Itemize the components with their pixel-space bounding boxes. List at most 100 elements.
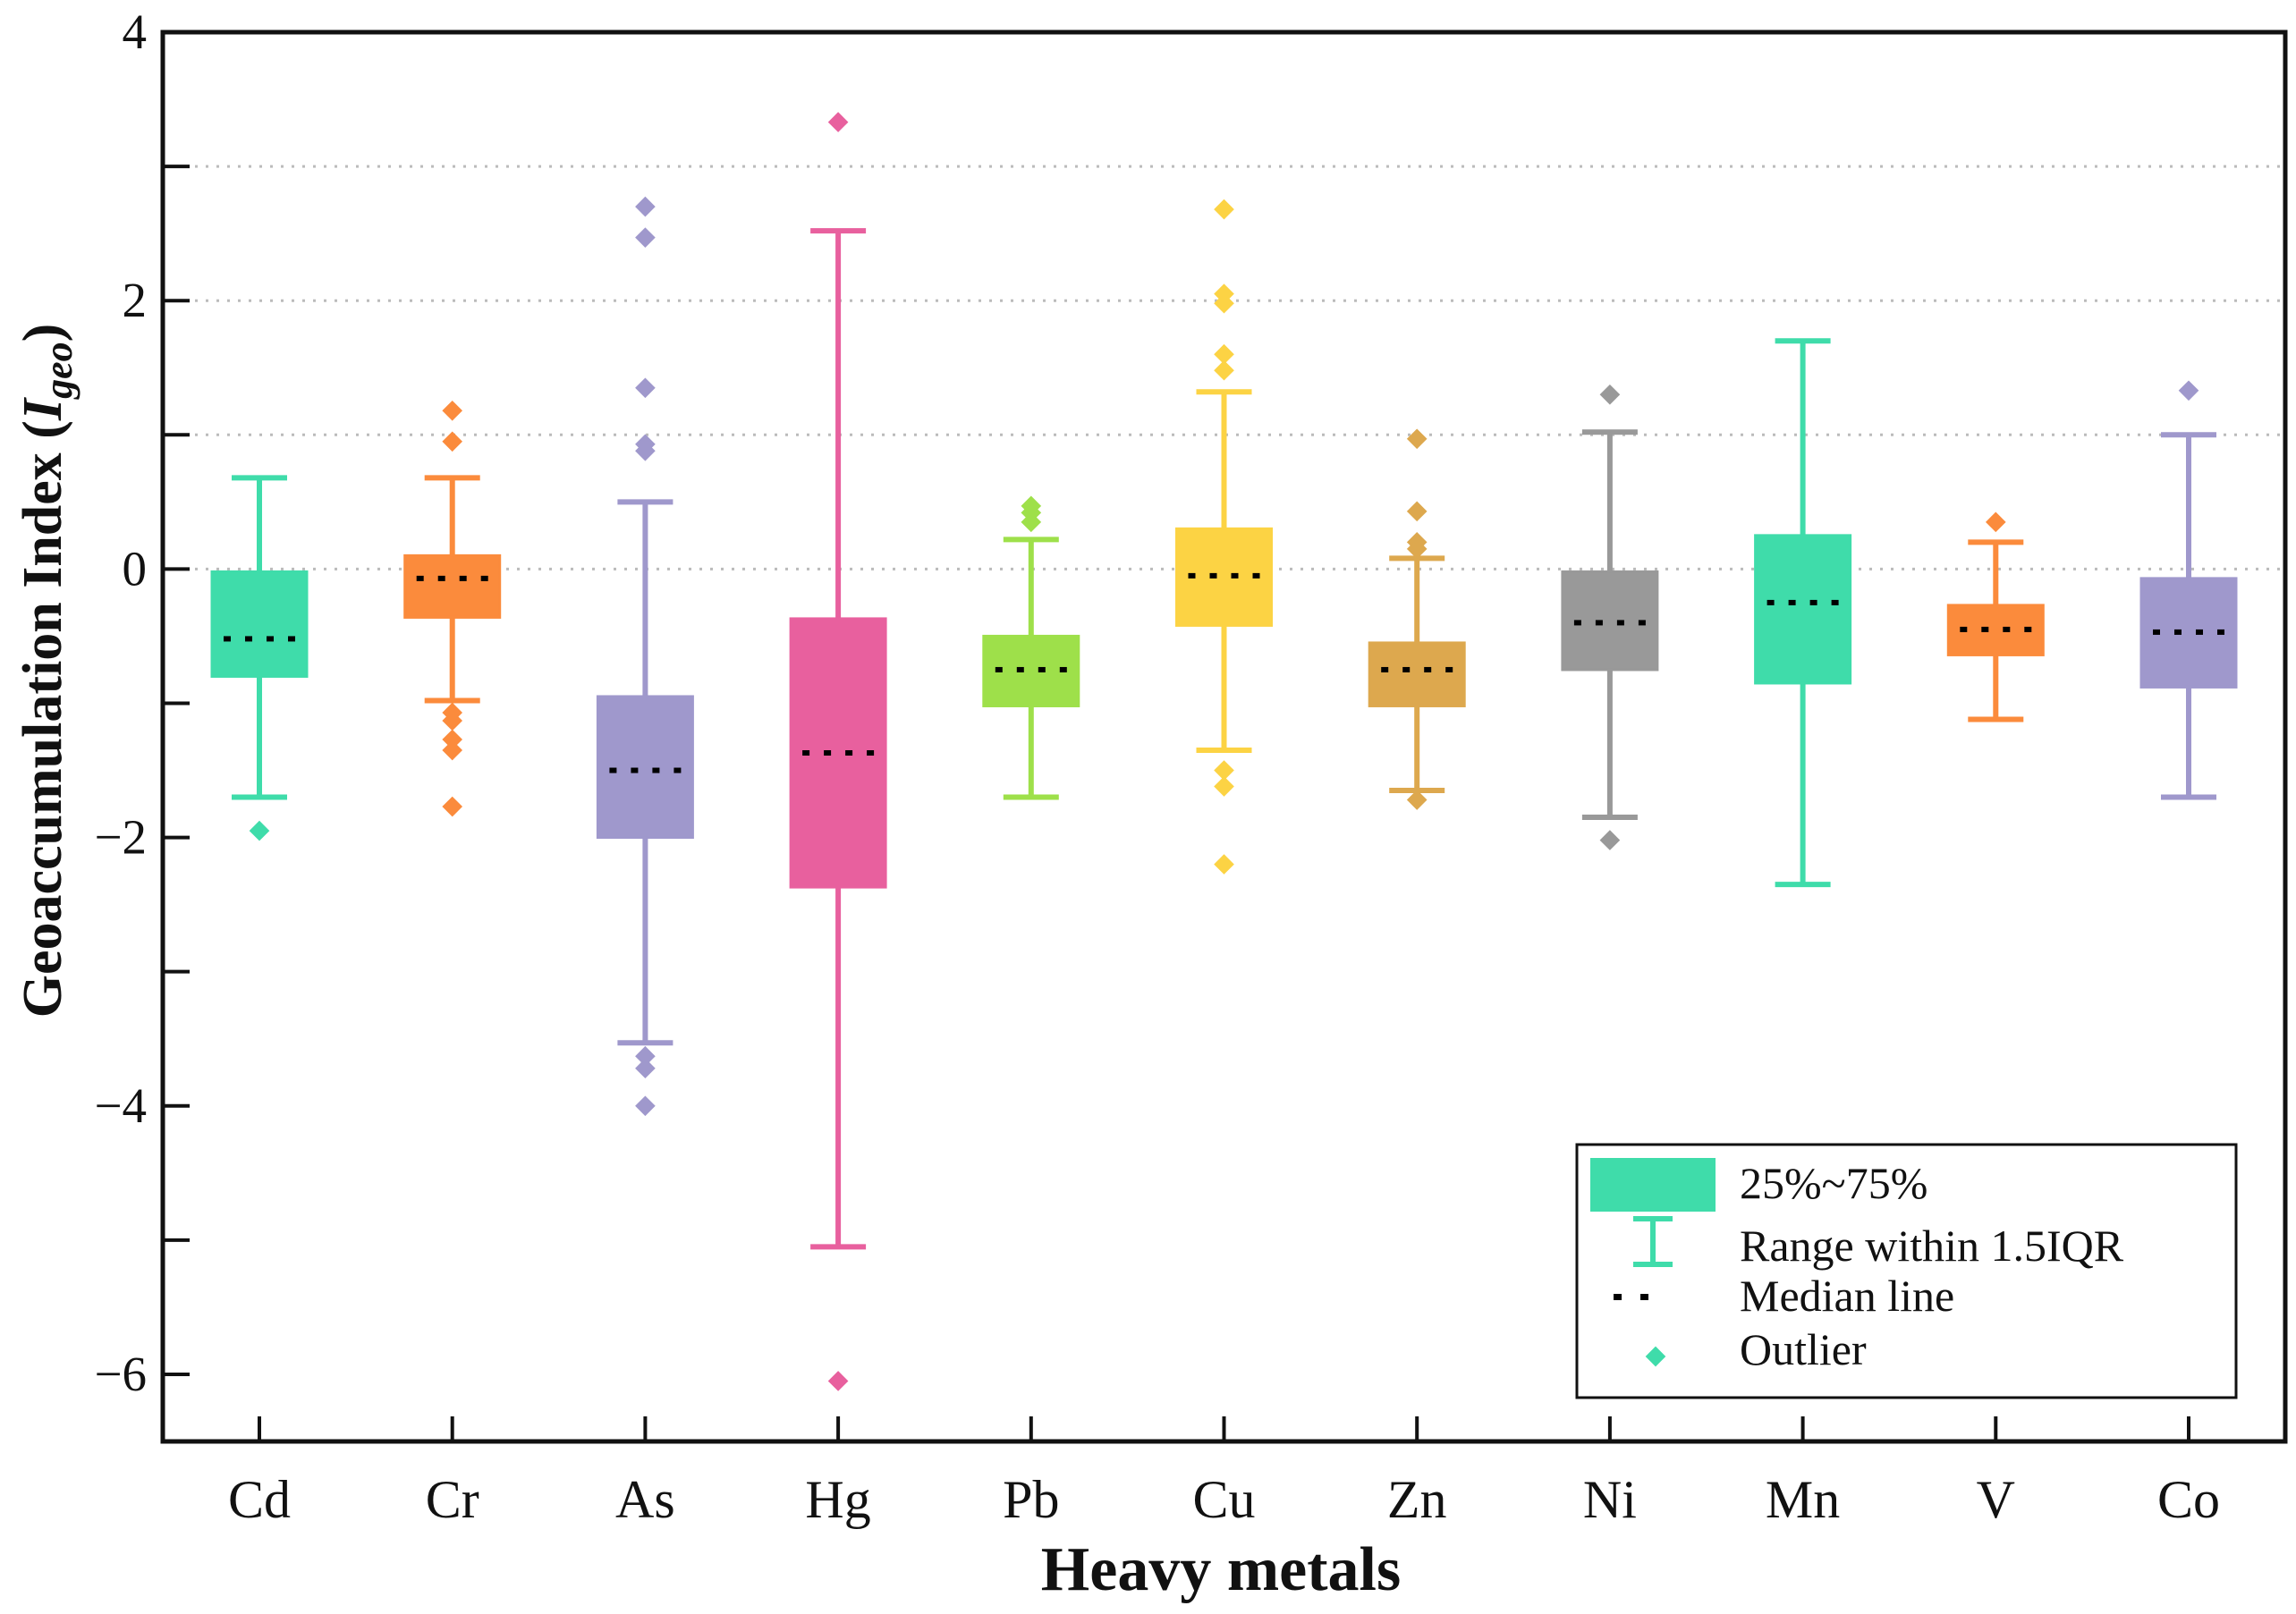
median-dot — [674, 767, 682, 773]
median-dot — [1445, 666, 1453, 672]
legend: 25%~75% Range within 1.5IQR Median line … — [1575, 1143, 2238, 1399]
median-dot — [2003, 626, 2011, 632]
y-tick-label: 0 — [123, 541, 148, 596]
outlier-point — [1214, 343, 1234, 365]
x-axis-ticks: Cd Cr As Hg Pb Cu Zn Ni Mn V Co — [228, 1416, 2220, 1529]
median-dot — [1766, 599, 1775, 605]
iqr-box — [1754, 534, 1852, 685]
x-tick-label: Ni — [1583, 1470, 1637, 1529]
box-mn — [1754, 338, 1852, 888]
outlier-point — [635, 1045, 656, 1067]
outlier-point — [249, 820, 270, 841]
legend-box-label: 25%~75% — [1740, 1158, 1927, 1208]
median-dot — [416, 575, 424, 581]
x-tick-label: V — [1977, 1470, 2015, 1529]
median-dot — [1573, 620, 1581, 626]
y-axis-title-symbol: I — [13, 397, 73, 421]
boxes — [210, 112, 2238, 1391]
box-ni — [1561, 384, 1659, 850]
median-dot — [2174, 629, 2182, 635]
legend-whisker-swatch — [1633, 1216, 1673, 1267]
iqr-box — [1368, 641, 1466, 707]
x-axis-title: Heavy metals — [1041, 1535, 1401, 1604]
outlier-point — [1214, 776, 1234, 797]
y-tick-label: −2 — [94, 810, 147, 865]
median-dot — [845, 750, 853, 756]
median-dot — [1638, 620, 1646, 626]
iqr-box — [596, 695, 694, 840]
y-axis-ticks: −6 −4 −2 0 2 4 — [94, 4, 190, 1401]
outlier-point — [1214, 854, 1234, 875]
median-dot — [480, 575, 488, 581]
median-dot — [1809, 599, 1817, 605]
median-dot — [1252, 572, 1260, 579]
x-tick-label: Zn — [1387, 1470, 1447, 1529]
median-dot — [1059, 666, 1067, 672]
median-dot — [2153, 629, 2160, 635]
outlier-point — [1406, 538, 1428, 560]
x-tick-label: Mn — [1766, 1470, 1840, 1529]
median-dot — [245, 636, 252, 642]
legend-outlier-swatch — [1645, 1346, 1666, 1367]
median-dot — [2024, 626, 2032, 632]
median-dot — [1381, 666, 1389, 672]
median-dot — [1188, 572, 1196, 579]
median-dot — [1616, 620, 1624, 626]
x-tick-label: Co — [2157, 1470, 2220, 1529]
median-dot — [437, 575, 445, 581]
legend-outlier-label: Outlier — [1740, 1324, 1867, 1374]
outlier-point — [1214, 292, 1234, 314]
box-cu — [1175, 199, 1273, 875]
outlier-point — [1021, 511, 1042, 533]
box-zn — [1368, 428, 1466, 810]
outlier-point — [1599, 384, 1621, 405]
outlier-point — [1214, 199, 1234, 220]
x-tick-label: As — [615, 1470, 675, 1529]
median-dot — [224, 636, 231, 642]
outlier-point — [1985, 511, 2006, 533]
x-tick-label: Cu — [1192, 1470, 1255, 1529]
median-dot — [288, 636, 295, 642]
outlier-point — [635, 1095, 656, 1117]
median-dot — [1595, 620, 1603, 626]
outlier-point — [1599, 830, 1621, 850]
x-tick-label: Hg — [805, 1470, 870, 1529]
box-co — [2139, 380, 2238, 800]
x-tick-label: Cr — [426, 1470, 479, 1529]
outlier-point — [1214, 359, 1234, 381]
median-dot — [267, 636, 274, 642]
outlier-point — [1406, 428, 1428, 450]
outlier-point — [635, 196, 656, 217]
median-dot — [2217, 629, 2224, 635]
y-tick-label: −6 — [94, 1347, 147, 1401]
box-as — [596, 196, 694, 1117]
legend-median-label: Median line — [1740, 1271, 1954, 1321]
y-tick-label: −4 — [94, 1078, 147, 1133]
outlier-point — [2178, 380, 2199, 401]
x-tick-label: Cd — [228, 1470, 291, 1529]
median-dot — [1016, 666, 1024, 672]
median-dot — [867, 750, 875, 756]
median-dot — [609, 767, 617, 773]
outlier-point — [442, 729, 463, 750]
outlier-point — [635, 377, 656, 399]
median-dot — [1231, 572, 1239, 579]
median-dot — [459, 575, 467, 581]
median-dot — [1038, 666, 1046, 672]
outlier-point — [827, 1371, 849, 1391]
median-dot — [1209, 572, 1217, 579]
y-axis-title-close: ) — [13, 324, 73, 342]
box-cr — [403, 400, 502, 817]
y-tick-label: 2 — [123, 273, 148, 327]
median-dot — [1981, 626, 1989, 632]
median-dot — [652, 767, 660, 773]
legend-median-swatch — [1614, 1294, 1648, 1300]
outlier-point — [1214, 760, 1234, 781]
y-tick-label: 4 — [123, 4, 148, 59]
median-dot — [1960, 626, 1968, 632]
outlier-point — [1406, 501, 1428, 522]
median-dot — [2196, 629, 2203, 635]
outlier-point — [635, 227, 656, 248]
median-dot — [802, 750, 810, 756]
